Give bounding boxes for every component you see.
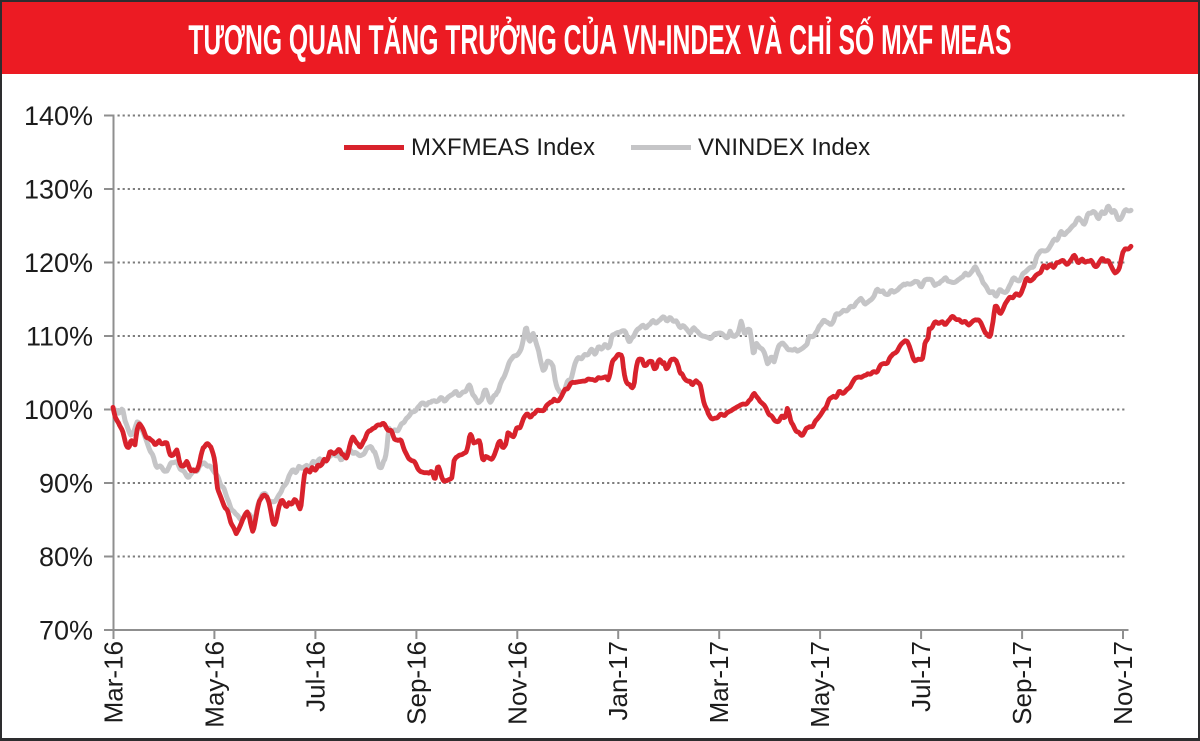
svg-text:70%: 70% bbox=[39, 616, 93, 646]
svg-text:80%: 80% bbox=[39, 542, 93, 572]
svg-text:VNINDEX Index: VNINDEX Index bbox=[698, 134, 870, 161]
svg-text:100%: 100% bbox=[24, 395, 93, 425]
svg-text:140%: 140% bbox=[24, 101, 93, 131]
svg-text:MXFMEAS Index: MXFMEAS Index bbox=[411, 134, 595, 161]
svg-text:Jul-16: Jul-16 bbox=[300, 641, 330, 712]
svg-text:Nov-16: Nov-16 bbox=[502, 641, 532, 725]
svg-text:Mar-17: Mar-17 bbox=[704, 641, 734, 723]
svg-text:May-16: May-16 bbox=[199, 641, 229, 728]
svg-text:Sep-16: Sep-16 bbox=[401, 641, 431, 725]
svg-text:120%: 120% bbox=[24, 248, 93, 278]
svg-text:130%: 130% bbox=[24, 175, 93, 205]
svg-text:Jan-17: Jan-17 bbox=[603, 641, 633, 721]
svg-text:Sep-17: Sep-17 bbox=[1007, 641, 1037, 725]
svg-text:Jul-17: Jul-17 bbox=[906, 641, 936, 712]
svg-text:Nov-17: Nov-17 bbox=[1108, 641, 1138, 725]
svg-text:Mar-16: Mar-16 bbox=[99, 641, 129, 723]
svg-text:90%: 90% bbox=[39, 469, 93, 499]
svg-text:110%: 110% bbox=[26, 322, 93, 352]
svg-text:May-17: May-17 bbox=[805, 641, 835, 728]
